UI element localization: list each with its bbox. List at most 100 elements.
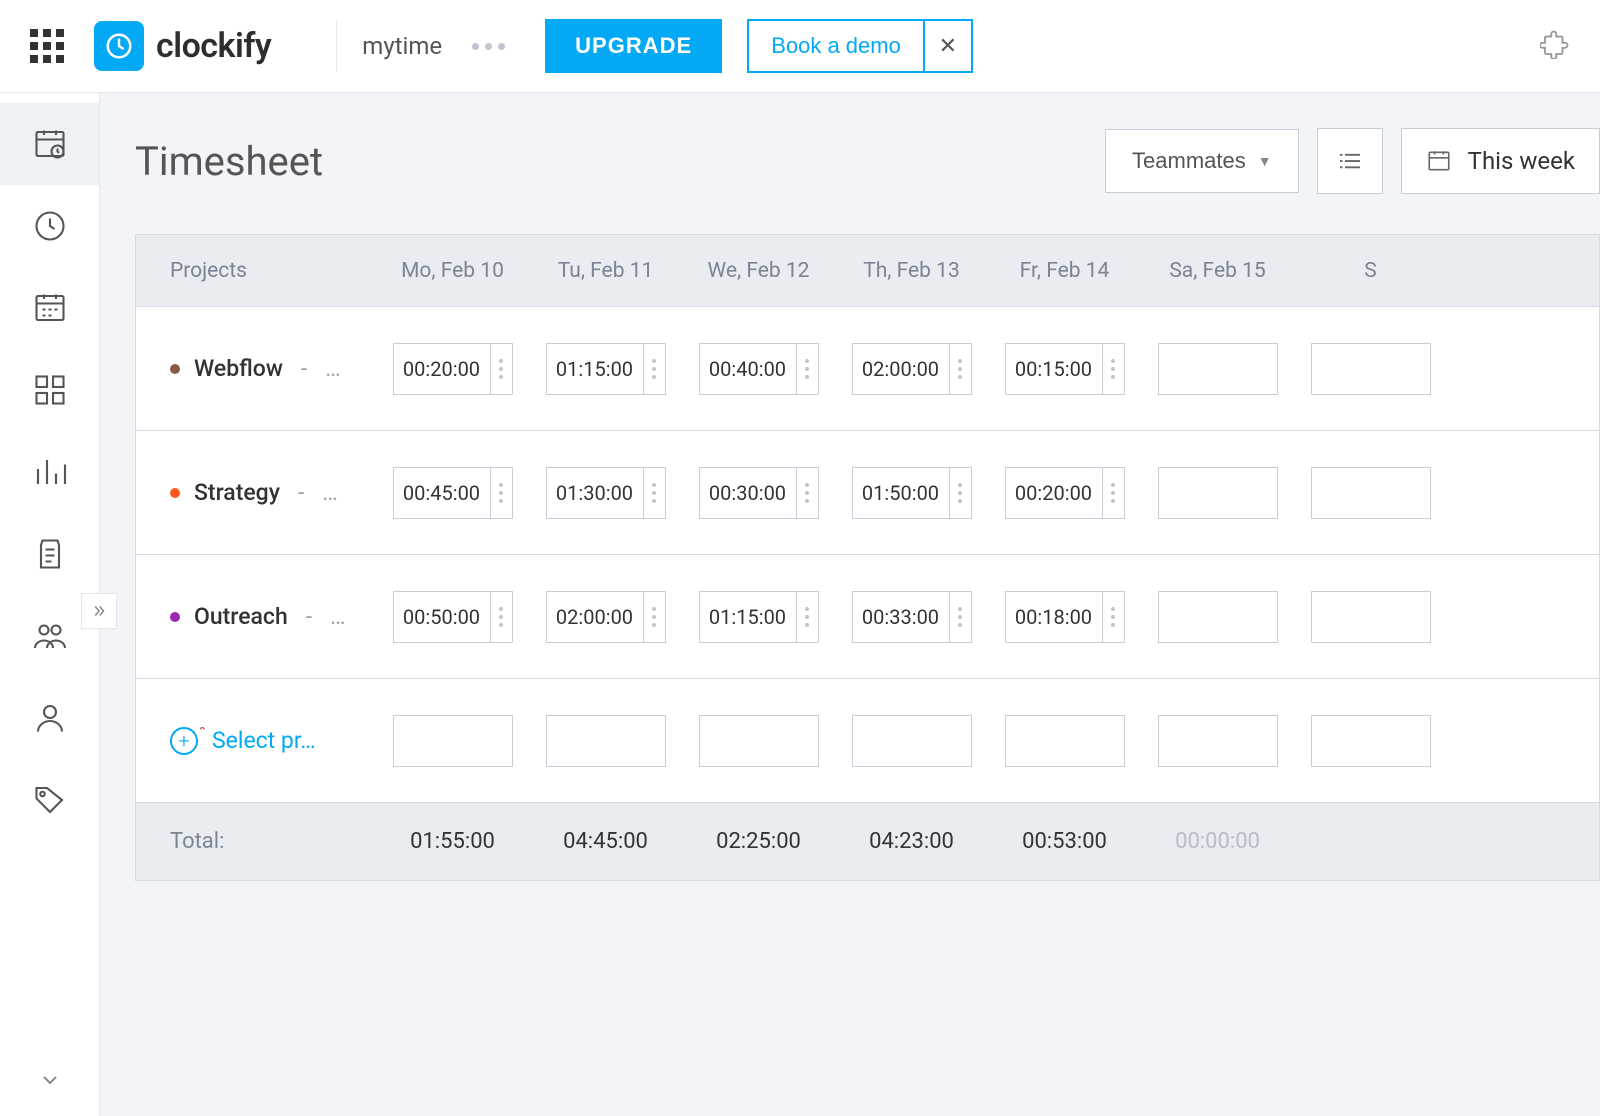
workspace-name[interactable]: mytime: [362, 32, 442, 60]
time-entry-menu-icon[interactable]: [1102, 468, 1124, 518]
time-entry-menu-icon[interactable]: [490, 344, 512, 394]
book-demo-button[interactable]: Book a demo: [749, 21, 923, 71]
time-input[interactable]: [394, 344, 490, 394]
column-day: Tu, Feb 11: [529, 259, 682, 283]
time-input[interactable]: [700, 468, 796, 518]
expand-sidebar-button[interactable]: [81, 593, 117, 629]
time-input[interactable]: [547, 716, 643, 766]
time-entry-menu-icon[interactable]: [490, 592, 512, 642]
time-entry: [852, 715, 972, 767]
total-cell: [1294, 829, 1447, 854]
project-cell[interactable]: Webflow - …: [136, 355, 376, 382]
extensions-icon[interactable]: [1540, 29, 1570, 63]
time-input[interactable]: [1312, 344, 1408, 394]
time-input[interactable]: [700, 592, 796, 642]
time-entry-menu-icon[interactable]: [796, 344, 818, 394]
time-input[interactable]: [1312, 592, 1408, 642]
time-entry-menu-icon[interactable]: [949, 592, 971, 642]
day-cell: [682, 715, 835, 767]
day-cell: [529, 343, 682, 395]
time-entry-menu-icon[interactable]: [949, 468, 971, 518]
time-input[interactable]: [1159, 592, 1255, 642]
project-name: Outreach: [194, 603, 288, 630]
upgrade-button[interactable]: UPGRADE: [545, 19, 722, 73]
sidebar-item-tracker[interactable]: [0, 185, 99, 267]
time-entry-menu-icon[interactable]: [1102, 592, 1124, 642]
time-entry-menu-icon[interactable]: [490, 468, 512, 518]
day-cell: [1141, 343, 1294, 395]
sidebar-item-dashboard[interactable]: [0, 349, 99, 431]
time-input[interactable]: [853, 468, 949, 518]
teammates-dropdown[interactable]: Teammates ▼: [1105, 129, 1299, 193]
sidebar-item-tags[interactable]: [0, 759, 99, 841]
project-name: Strategy: [194, 479, 280, 506]
sidebar-item-projects[interactable]: [0, 513, 99, 595]
sidebar-more-button[interactable]: [38, 1068, 62, 1096]
sidebar-item-reports[interactable]: [0, 431, 99, 513]
apps-menu-icon[interactable]: [30, 29, 64, 63]
time-input[interactable]: [1312, 468, 1408, 518]
time-input[interactable]: [1006, 716, 1102, 766]
brand-logo[interactable]: clockify: [94, 21, 271, 71]
sidebar-item-calendar[interactable]: [0, 267, 99, 349]
week-picker[interactable]: This week: [1401, 128, 1600, 194]
select-project-button[interactable]: + * Select pr…: [136, 727, 376, 755]
column-projects: Projects: [136, 259, 376, 283]
close-demo-button[interactable]: ✕: [923, 21, 971, 71]
time-input[interactable]: [853, 344, 949, 394]
totals-row: Total: 01:55:0004:45:0002:25:0004:23:000…: [136, 803, 1599, 881]
time-input[interactable]: [394, 592, 490, 642]
time-entry-menu-icon[interactable]: [643, 468, 665, 518]
time-entry-menu-icon[interactable]: [643, 592, 665, 642]
day-cell: [835, 343, 988, 395]
column-day: Th, Feb 13: [835, 259, 988, 283]
teammates-label: Teammates: [1132, 148, 1246, 174]
time-input[interactable]: [547, 592, 643, 642]
time-entry-menu-icon[interactable]: [796, 468, 818, 518]
time-entry: [699, 715, 819, 767]
clock-icon: [94, 21, 144, 71]
time-input[interactable]: [394, 716, 490, 766]
time-input[interactable]: [547, 344, 643, 394]
sidebar-item-clients[interactable]: [0, 677, 99, 759]
column-day: Sa, Feb 15: [1141, 259, 1294, 283]
time-input[interactable]: [547, 468, 643, 518]
day-cell: [529, 715, 682, 767]
time-entry-menu-icon[interactable]: [1102, 344, 1124, 394]
total-cell: 00:00:00: [1141, 829, 1294, 854]
day-cell: [988, 467, 1141, 519]
list-view-button[interactable]: [1317, 128, 1383, 194]
time-entry: [1005, 467, 1125, 519]
time-input[interactable]: [1006, 344, 1102, 394]
time-input[interactable]: [1006, 468, 1102, 518]
time-input[interactable]: [1159, 716, 1255, 766]
time-input[interactable]: [1159, 468, 1255, 518]
total-cell: 04:45:00: [529, 829, 682, 854]
week-label: This week: [1468, 147, 1575, 175]
more-menu-icon[interactable]: [472, 43, 505, 50]
time-entry: [1158, 467, 1278, 519]
time-entry: [852, 343, 972, 395]
time-input[interactable]: [1312, 716, 1408, 766]
project-name: Webflow: [194, 355, 283, 382]
time-input[interactable]: [853, 716, 949, 766]
time-entry-menu-icon[interactable]: [643, 344, 665, 394]
project-cell[interactable]: Outreach - …: [136, 603, 376, 630]
time-entry: [393, 343, 513, 395]
time-entry-menu-icon[interactable]: [949, 344, 971, 394]
time-entry: [852, 467, 972, 519]
time-input[interactable]: [394, 468, 490, 518]
project-cell[interactable]: Strategy - …: [136, 479, 376, 506]
table-header: Projects Mo, Feb 10Tu, Feb 11We, Feb 12T…: [136, 235, 1599, 307]
day-cell: [376, 343, 529, 395]
time-entry: [546, 715, 666, 767]
table-row: Webflow - …: [136, 307, 1599, 431]
time-input[interactable]: [700, 716, 796, 766]
time-entry-menu-icon[interactable]: [796, 592, 818, 642]
sidebar-item-timesheet[interactable]: [0, 103, 99, 185]
time-input[interactable]: [853, 592, 949, 642]
time-input[interactable]: [1159, 344, 1255, 394]
time-entry: [393, 591, 513, 643]
time-input[interactable]: [1006, 592, 1102, 642]
time-input[interactable]: [700, 344, 796, 394]
